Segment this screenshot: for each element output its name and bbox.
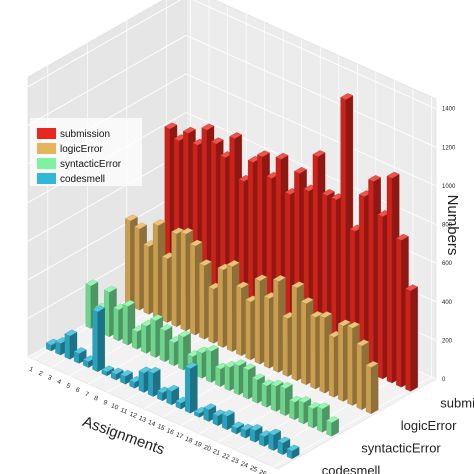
bar-codesmell-6: [92, 305, 106, 372]
bar-codesmell-27: [286, 444, 300, 460]
x-tick-label: 1: [28, 366, 34, 374]
depth-category-label: submission: [440, 395, 474, 410]
x-tick-label: 15: [156, 423, 166, 432]
x-tick-label: 12: [128, 411, 138, 420]
x-tick-label: 4: [56, 378, 62, 386]
x-tick-label: 23: [230, 456, 240, 465]
z-axis-label: Numbers: [444, 195, 461, 256]
z-tick-label: 600: [442, 261, 453, 267]
x-tick-label: 18: [184, 436, 194, 445]
z-grid-line: [27, 0, 437, 110]
legend-label: logicError: [60, 144, 103, 155]
x-grid-line: [273, 96, 432, 468]
legend-label: submission: [60, 129, 110, 140]
x-tick-label: 5: [65, 382, 71, 390]
legend-swatch: [37, 158, 56, 169]
legend-swatch: [37, 128, 56, 139]
x-tick-label: 16: [165, 427, 175, 436]
z-tick-label: 1000: [442, 184, 456, 190]
bar-syntacticError-27: [326, 416, 340, 437]
x-tick-label: 8: [93, 395, 99, 403]
x-tick-label: 13: [138, 415, 148, 424]
x-tick-label: 6: [74, 386, 80, 394]
x-tick-label: 2: [37, 370, 43, 378]
x-tick-label: 10: [110, 402, 120, 411]
bar-codesmell-7: [101, 365, 115, 377]
z-tick-labels: 0 200 400 600 800 1000 1200 1400: [442, 107, 456, 383]
bar-codesmell-21: [231, 421, 245, 435]
bar-codesmell-9: [120, 369, 133, 385]
z-tick-label: 200: [442, 338, 453, 344]
depth-category-label: syntacticError: [361, 440, 441, 455]
depth-category-label: codesmell: [322, 463, 381, 474]
bar-logicError-27: [365, 361, 379, 415]
bar-submission-27: [405, 284, 419, 392]
x-tick-label: 11: [119, 407, 128, 416]
x-tick-label: 25: [249, 465, 259, 474]
legend-label: syntacticError: [60, 159, 122, 170]
depth-category-labels: codesmell syntacticError logicError submiss…: [322, 395, 474, 474]
bar-logicError-26: [356, 339, 370, 410]
z-tick-label: 0: [442, 377, 446, 383]
x-tick-label: 26: [258, 469, 268, 474]
z-tick-label: 1200: [442, 145, 456, 151]
z-tick-label: 400: [442, 300, 453, 306]
chart-bars: [45, 93, 419, 460]
z-tick-label: 1400: [442, 107, 456, 113]
x-tick-label: 22: [221, 452, 231, 461]
x-tick-label: 17: [175, 431, 185, 440]
x-tick-label: 14: [147, 419, 157, 428]
x-tick-label: 7: [84, 391, 90, 399]
legend: submission logicError syntacticError codesm…: [30, 118, 142, 186]
x-tick-label: 9: [102, 399, 108, 407]
bar-codesmell-8: [110, 367, 124, 381]
x-tick-label: 27: [267, 473, 277, 474]
legend-label: codesmell: [60, 174, 105, 185]
x-tick-label: 19: [193, 440, 203, 449]
legend-swatch: [37, 173, 56, 184]
bar-codesmell-16: [184, 362, 198, 414]
z-tick-label: 800: [442, 223, 453, 229]
x-tick-label: 20: [202, 444, 212, 453]
x-tick-label: 24: [239, 461, 249, 470]
legend-swatch: [37, 143, 56, 154]
depth-category-label: logicError: [401, 418, 457, 433]
x-tick-label: 21: [212, 448, 222, 457]
bar-syntacticError-3: [103, 285, 117, 338]
x-tick-label: 3: [47, 374, 53, 382]
